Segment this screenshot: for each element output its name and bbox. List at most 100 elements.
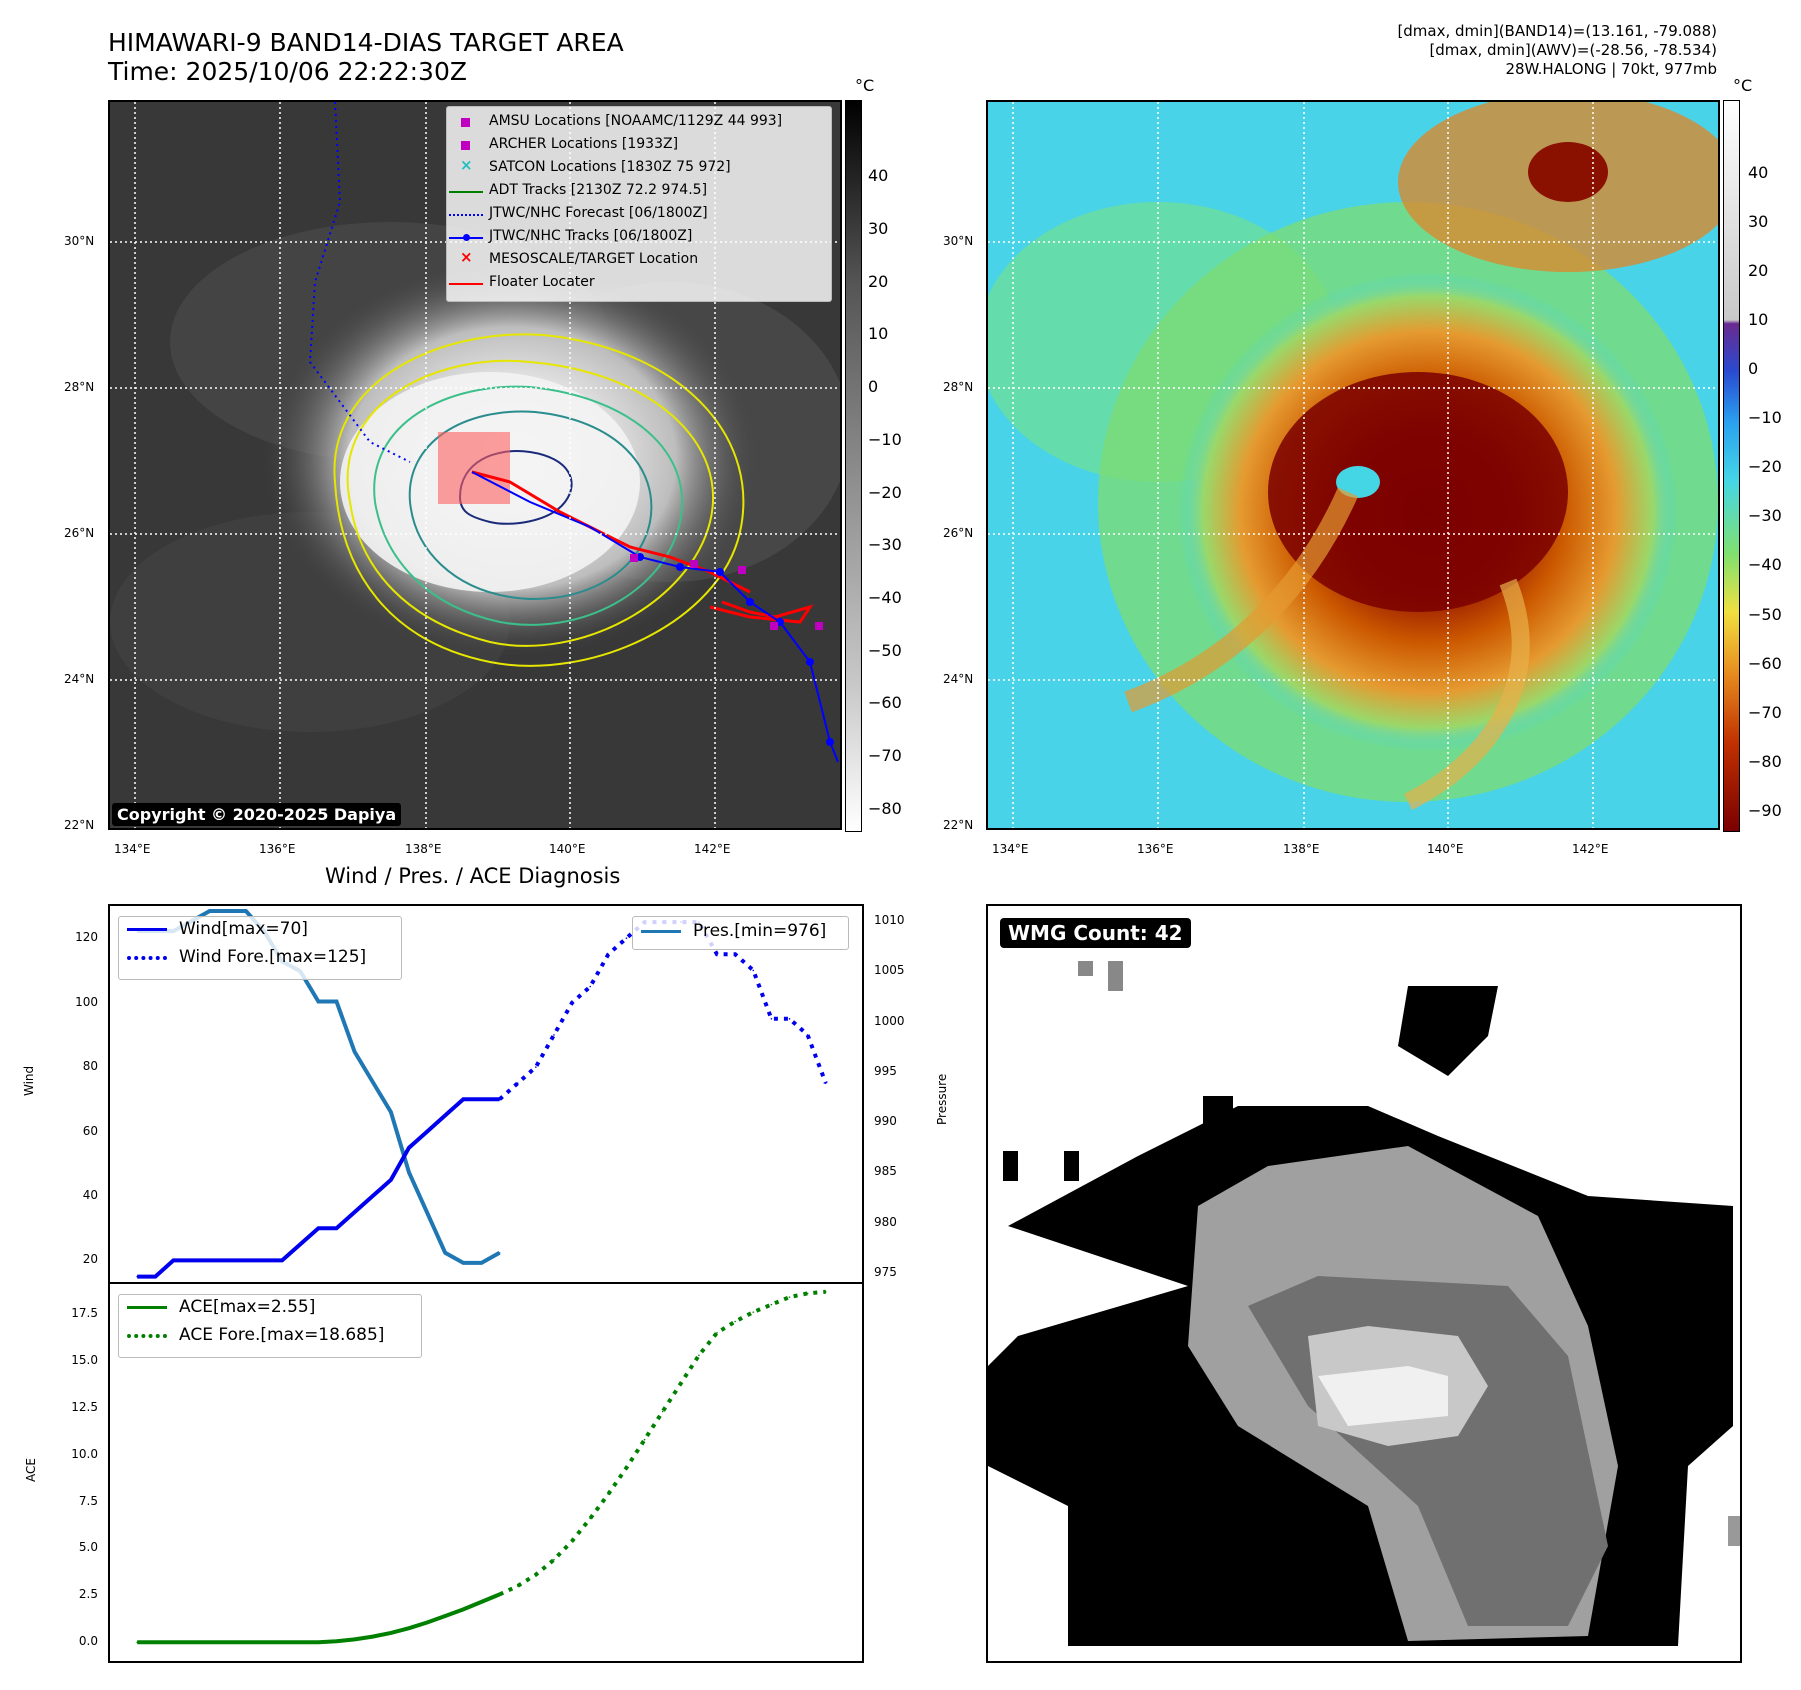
ace-forecast-line-point bbox=[589, 1517, 591, 1520]
lat-label: 24°N bbox=[943, 672, 974, 686]
legend-dotted-marker bbox=[449, 214, 483, 216]
pressure-tick-label: 1000 bbox=[874, 1013, 905, 1028]
colorbar-right-unit: °C bbox=[1733, 76, 1753, 95]
ace-forecast-line-point bbox=[716, 1331, 718, 1334]
awv-map-svg bbox=[988, 102, 1718, 828]
ace-tick-label: 15.0 bbox=[71, 1352, 98, 1367]
lon-label: 136°E bbox=[259, 842, 296, 856]
spiral-band bbox=[1124, 487, 1359, 713]
lat-label: 28°N bbox=[64, 380, 95, 394]
pressure-tick-label: 975 bbox=[874, 1264, 897, 1279]
ace-tick-label: 17.5 bbox=[71, 1306, 98, 1320]
mesoscale-target-box bbox=[438, 432, 510, 504]
lon-label: 138°E bbox=[1283, 842, 1320, 856]
legend-dotted-marker bbox=[127, 956, 167, 960]
ace-line-point bbox=[190, 1641, 193, 1644]
ace-forecast-line-point bbox=[571, 1540, 573, 1542]
legend-line-marker bbox=[449, 283, 483, 285]
colorbar-tick-label: −60 bbox=[1748, 653, 1782, 673]
pressure-line-point bbox=[208, 910, 211, 912]
colorbar-tick-label: −50 bbox=[1748, 604, 1782, 624]
pressure-axis-label: Pressure bbox=[935, 1073, 949, 1125]
lat-label: 30°N bbox=[943, 234, 974, 248]
colorbar-tick-label: 0 bbox=[1748, 359, 1759, 379]
ace-line-point bbox=[462, 1608, 465, 1611]
ace-legend: ACE[max=2.55] ACE Fore.[max=18.685] bbox=[118, 1294, 422, 1358]
pressure-legend: Pres.[min=976] bbox=[632, 916, 849, 950]
ace-forecast-line-point bbox=[625, 1467, 628, 1469]
legend-square-marker bbox=[461, 118, 470, 127]
colorbar-tick-label: 20 bbox=[1748, 260, 1769, 280]
ace-line-point bbox=[154, 1641, 157, 1644]
wind-line-point bbox=[390, 1179, 392, 1181]
lon-label: 140°E bbox=[549, 842, 586, 856]
legend-square-marker bbox=[461, 141, 470, 150]
map-gridlines bbox=[988, 102, 1718, 828]
legend-x-marker: × bbox=[460, 248, 473, 266]
colorbar-tick-label: −10 bbox=[868, 429, 902, 449]
pressure-line-point bbox=[317, 1000, 320, 1003]
wind-line-point bbox=[444, 1114, 447, 1117]
pressure-line-point bbox=[444, 1252, 447, 1254]
colorbar-tick-label: 20 bbox=[868, 271, 889, 291]
pressure-tick-label: 995 bbox=[874, 1063, 897, 1078]
ace-line-point bbox=[299, 1641, 302, 1644]
legend-dot-marker bbox=[463, 234, 470, 241]
title-line-2: Time: 2025/10/06 22:22:30Z bbox=[108, 57, 467, 86]
colorbar-tick-label: 40 bbox=[1748, 162, 1769, 182]
wind-forecast-line-point bbox=[553, 1034, 555, 1036]
colorbar-tick-label: −20 bbox=[1748, 457, 1782, 477]
wind-line-point bbox=[480, 1098, 483, 1101]
wind-line-point bbox=[426, 1130, 428, 1133]
pressure-line-point bbox=[462, 1262, 465, 1264]
wind-tick-label: 60 bbox=[82, 1123, 98, 1138]
wind-forecast-line-point bbox=[607, 953, 610, 956]
colorbar-tick-label: −70 bbox=[868, 746, 902, 766]
wind-forecast-line-point bbox=[752, 969, 755, 972]
ace-forecast-line-point bbox=[770, 1303, 773, 1306]
ace-line-point bbox=[226, 1641, 229, 1644]
pressure-line-point bbox=[371, 1081, 374, 1083]
ace-plot: ACE[max=2.55] ACE Fore.[max=18.685] bbox=[108, 1282, 864, 1663]
ace-line-point bbox=[353, 1638, 356, 1641]
wind-forecast-line-point bbox=[535, 1066, 537, 1068]
wmg-count-badge: WMG Count: 42 bbox=[1000, 918, 1191, 948]
track-legend: AMSU Locations [NOAAMC/1129Z 44 993] ARC… bbox=[446, 106, 832, 302]
wind-line-point bbox=[281, 1259, 283, 1262]
ace-tick-label: 5.0 bbox=[78, 1540, 98, 1555]
colorbar-tick-label: −30 bbox=[868, 535, 902, 555]
band14-range: [dmax, dmin](BAND14)=(13.161, -79.088) bbox=[1397, 22, 1717, 40]
lon-label: 136°E bbox=[1137, 842, 1174, 856]
wind-tick-label: 20 bbox=[82, 1252, 98, 1267]
ace-line-point bbox=[317, 1641, 320, 1644]
lat-label: 24°N bbox=[64, 672, 95, 686]
figure-title: HIMAWARI-9 BAND14-DIAS TARGET AREA Time:… bbox=[108, 28, 624, 86]
colorbar-tick-label: 10 bbox=[1748, 309, 1769, 329]
awv-color-map bbox=[986, 100, 1720, 830]
lat-label: 26°N bbox=[943, 526, 974, 540]
floater-track bbox=[471, 470, 751, 594]
ace-forecast-line-point bbox=[698, 1354, 700, 1357]
wind-line-point bbox=[172, 1259, 175, 1262]
colorbar-tick-label: −80 bbox=[868, 798, 902, 818]
wind-line-point bbox=[263, 1259, 265, 1262]
lon-label: 134°E bbox=[992, 842, 1029, 856]
intensity-summary: [dmax, dmin](BAND14)=(13.161, -79.088) [… bbox=[1397, 22, 1717, 79]
amsu-archer-points bbox=[630, 554, 823, 630]
ace-line-point bbox=[281, 1641, 283, 1644]
wind-forecast-line-point bbox=[625, 937, 628, 940]
pressure-tick-label: 985 bbox=[874, 1164, 897, 1179]
copyright-label: Copyright © 2020-2025 Dapiya bbox=[112, 803, 402, 826]
wind-line-point bbox=[317, 1227, 320, 1230]
wind-tick-label: 120 bbox=[75, 930, 98, 945]
band14-ir-map: AMSU Locations [NOAAMC/1129Z 44 993] ARC… bbox=[108, 100, 842, 830]
ace-forecast-line-point bbox=[824, 1290, 827, 1293]
pressure-line-point bbox=[353, 1050, 356, 1053]
pressure-tick-label: 1010 bbox=[874, 913, 905, 928]
wind-legend: Wind[max=70] Wind Fore.[max=125] bbox=[118, 916, 402, 980]
colorbar-right bbox=[1723, 100, 1740, 832]
ace-line-point bbox=[208, 1641, 211, 1644]
wind-forecast-line-point bbox=[589, 985, 591, 988]
wmg-panel: WMG Count: 42 bbox=[986, 904, 1742, 1663]
title-line-1: HIMAWARI-9 BAND14-DIAS TARGET AREA bbox=[108, 28, 624, 57]
